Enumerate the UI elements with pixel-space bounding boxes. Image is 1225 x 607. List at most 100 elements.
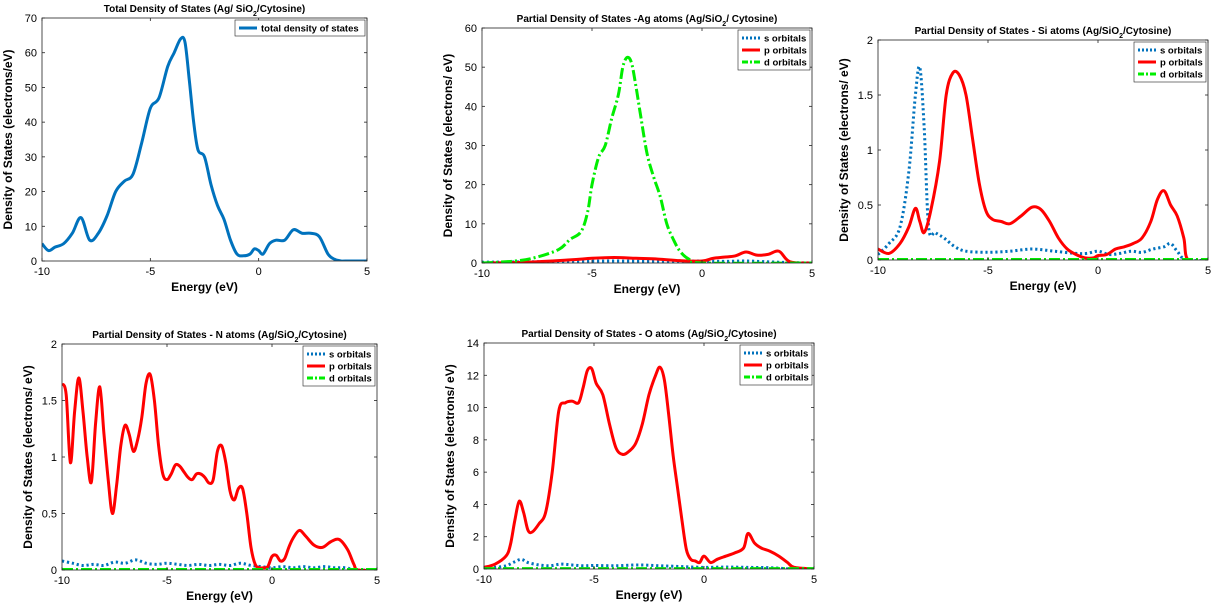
series-line-p-orbitals <box>62 372 377 570</box>
x-tick-label: 0 <box>256 266 262 278</box>
y-tick-label: 2 <box>51 339 57 351</box>
series-group <box>62 372 377 570</box>
y-tick-label: 70 <box>25 13 37 25</box>
x-tick-label: 5 <box>374 575 380 587</box>
y-tick-label: 30 <box>25 152 37 164</box>
chart-title: Partial Density of States - Si atoms (Ag… <box>915 26 1172 40</box>
y-tick-label: 1 <box>51 452 57 464</box>
series-line-total-density-of-states <box>42 35 367 261</box>
series-line-p-orbitals <box>484 365 814 569</box>
y-tick-label: 10 <box>465 219 477 231</box>
legend-label: d orbitals <box>329 374 372 385</box>
y-tick-label: 1.5 <box>858 90 873 102</box>
x-axis-label: Energy (eV) <box>614 282 681 296</box>
legend-box <box>234 19 366 37</box>
y-tick-label: 40 <box>25 117 37 129</box>
series-group <box>42 35 367 261</box>
legend-label: p orbitals <box>1160 58 1203 69</box>
y-tick-label: 6 <box>473 467 479 479</box>
y-tick-label: 60 <box>25 48 37 60</box>
x-axis-label: Energy (eV) <box>616 588 683 602</box>
legend-label: d orbitals <box>1160 70 1203 81</box>
x-axis-label: Energy (eV) <box>171 280 238 294</box>
series-group <box>484 365 814 569</box>
y-axis-label: Density of States (electrons/ eV) <box>21 365 35 548</box>
y-tick-label: 0 <box>867 255 873 267</box>
axes-box <box>483 342 815 570</box>
y-tick-label: 60 <box>465 23 477 35</box>
series-line-s-orbitals <box>878 64 1208 260</box>
legend-label: p orbitals <box>764 46 807 57</box>
y-tick-label: 20 <box>25 187 37 199</box>
x-axis-label: Energy (eV) <box>1010 279 1077 293</box>
x-tick-label: -10 <box>54 575 70 587</box>
x-tick-label: 5 <box>811 574 817 586</box>
chart-title: Total Density of States (Ag/ SiO2/Cytosi… <box>104 4 306 18</box>
x-tick-label: -10 <box>34 266 50 278</box>
y-tick-label: 2 <box>473 532 479 544</box>
legend-label: d orbitals <box>764 58 807 69</box>
legend-label: s orbitals <box>764 34 806 45</box>
y-tick-label: 0 <box>51 565 57 577</box>
y-tick-label: 0 <box>473 564 479 576</box>
series-line-d-orbitals <box>482 55 812 263</box>
x-tick-label: -5 <box>983 265 993 277</box>
x-tick-label: 5 <box>809 268 815 280</box>
x-tick-label: -10 <box>870 265 886 277</box>
y-tick-label: 10 <box>25 221 37 233</box>
y-tick-label: 10 <box>467 403 479 415</box>
legend-label: total density of states <box>261 24 359 35</box>
chart-title: Partial Density of States - O atoms (Ag/… <box>521 329 776 343</box>
chart-o-pdos: Partial Density of States - O atoms (Ag/… <box>443 329 817 602</box>
y-tick-label: 1.5 <box>42 396 57 408</box>
y-tick-label: 12 <box>467 370 479 382</box>
axes-box <box>41 17 368 262</box>
x-tick-label: 0 <box>1095 265 1101 277</box>
x-axis-label: Energy (eV) <box>186 589 253 603</box>
y-axis-label: Density of States (electrons/ eV) <box>837 58 851 241</box>
legend-label: d orbitals <box>766 373 809 384</box>
x-tick-label: 0 <box>701 574 707 586</box>
legend: total density of states <box>234 19 366 37</box>
x-tick-label: 5 <box>1205 265 1211 277</box>
y-tick-label: 8 <box>473 435 479 447</box>
y-tick-label: 0.5 <box>858 200 873 212</box>
x-tick-label: 5 <box>364 266 370 278</box>
series-group <box>878 64 1208 260</box>
series-group <box>482 55 812 263</box>
x-tick-label: -10 <box>474 268 490 280</box>
y-tick-label: 40 <box>465 101 477 113</box>
chart-title: Partial Density of States -Ag atoms (Ag/… <box>517 14 778 28</box>
chart-n-pdos: Partial Density of States - N atoms (Ag/… <box>21 330 380 603</box>
legend-label: s orbitals <box>329 350 371 361</box>
legend-label: s orbitals <box>1160 46 1202 57</box>
y-tick-label: 50 <box>465 62 477 74</box>
x-tick-label: -5 <box>589 574 599 586</box>
y-tick-label: 4 <box>473 499 479 511</box>
x-tick-label: -5 <box>145 266 155 278</box>
y-tick-label: 0 <box>31 256 37 268</box>
series-line-s-orbitals <box>62 558 377 570</box>
y-tick-label: 2 <box>867 35 873 47</box>
x-tick-label: -10 <box>476 574 492 586</box>
y-tick-label: 20 <box>465 180 477 192</box>
x-tick-label: -5 <box>587 268 597 280</box>
y-tick-label: 0.5 <box>42 509 57 521</box>
y-tick-label: 30 <box>465 141 477 153</box>
y-tick-label: 1 <box>867 145 873 157</box>
y-axis-label: Density of States (electrons/ eV) <box>441 54 455 237</box>
y-tick-label: 50 <box>25 82 37 94</box>
chart-total-dos: Total Density of States (Ag/ SiO2/Cytosi… <box>1 4 370 294</box>
x-tick-label: 0 <box>699 268 705 280</box>
series-line-p-orbitals <box>482 249 812 263</box>
legend-label: s orbitals <box>766 349 808 360</box>
x-tick-label: 0 <box>269 575 275 587</box>
y-tick-label: 0 <box>471 258 477 270</box>
y-axis-label: Density of States (electrons/eV) <box>1 49 15 229</box>
series-line-p-orbitals <box>878 69 1208 260</box>
x-tick-label: -5 <box>162 575 172 587</box>
legend-label: p orbitals <box>329 362 372 373</box>
